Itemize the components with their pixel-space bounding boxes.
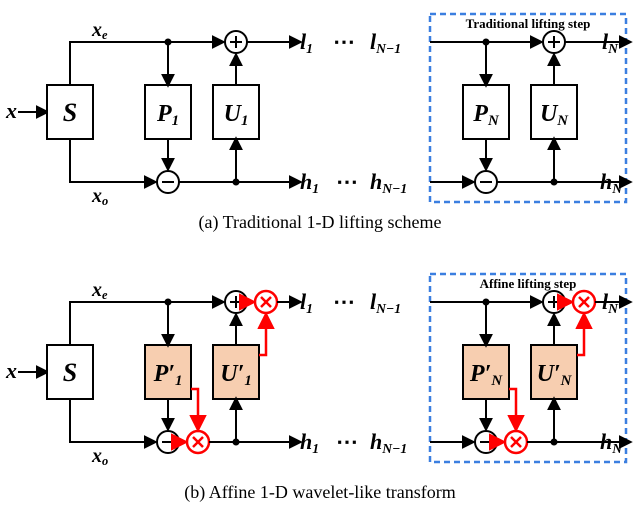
arrow [259,315,266,355]
hN-label-b: hN [600,429,623,456]
arrow [70,302,90,345]
hN-label-a: hN [600,169,623,196]
l1-label-b: l1 [300,289,313,316]
caption-b: (b) Affine 1-D wavelet-like transform [184,482,456,503]
hNm1-label-a: hN−1 [370,169,407,196]
aff-title: Affine lifting step [480,276,577,291]
arrow [0,0,90,42]
x-label-a: x [5,98,17,123]
dots-top-b: ⋯ [333,289,355,314]
arrow [509,389,516,429]
arrow [70,42,90,85]
hNm1-label-b: hN−1 [370,429,407,456]
xo-label-a: xo [91,185,108,208]
lNm1-label-a: lN−1 [370,29,401,56]
xe-label-a: xe [91,19,108,42]
xo-label-b: xo [91,445,108,468]
xe-label-b: xe [91,279,108,302]
caption-a: (a) Traditional 1-D lifting scheme [199,212,442,233]
arrow [191,389,198,429]
arrow [70,139,90,182]
dots-bot-a: ⋯ [336,169,358,194]
lNm1-label-b: lN−1 [370,289,401,316]
dots-bot-b: ⋯ [336,429,358,454]
l1-label-a: l1 [300,29,313,56]
h1-label-a: h1 [300,169,319,196]
h1-label-b: h1 [300,429,319,456]
S-label-a: S [63,98,77,127]
dots-top-a: ⋯ [333,29,355,54]
arrow [577,315,584,355]
arrow [70,399,90,442]
trad-title: Traditional lifting step [466,16,591,31]
S-label-b: S [63,358,77,387]
lN-label-a: lN [602,29,619,56]
lN-label-b: lN [602,289,619,316]
x-label-b: x [5,358,17,383]
